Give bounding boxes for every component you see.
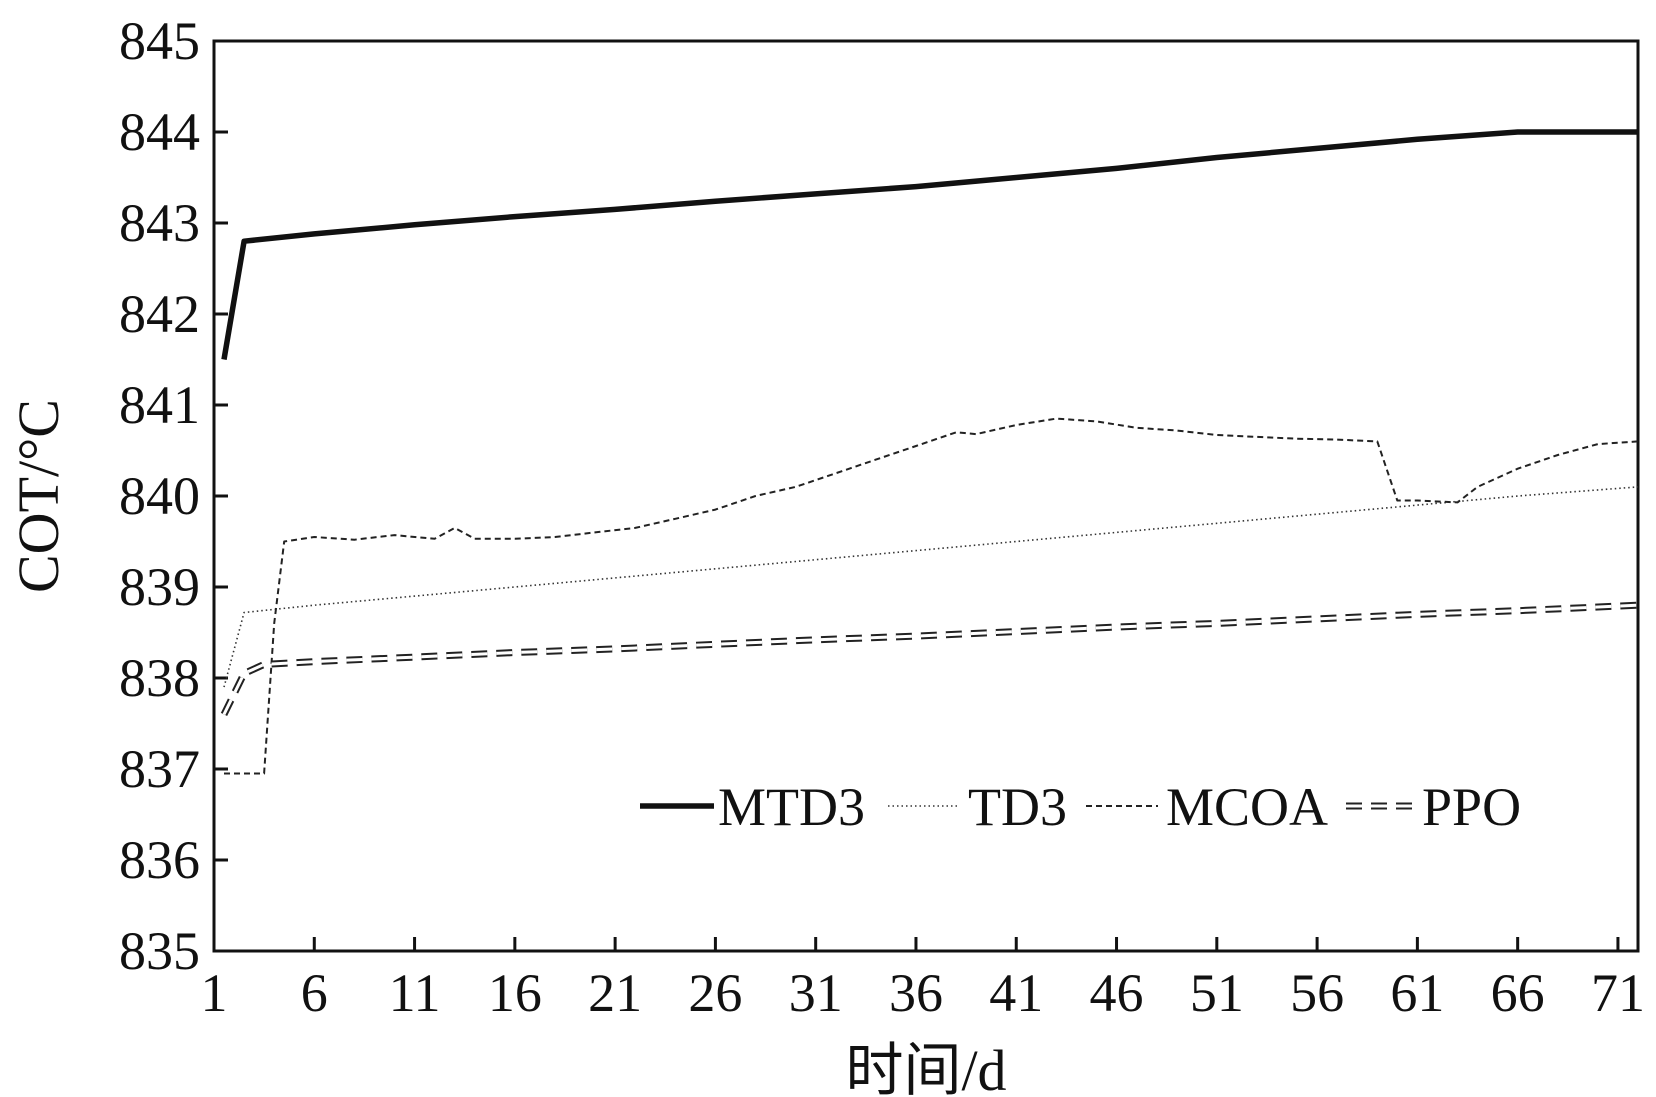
y-tick-label: 842 <box>119 284 200 344</box>
y-tick-label: 843 <box>119 193 200 253</box>
series-line-ppo <box>222 603 1639 716</box>
x-tick-label: 36 <box>889 963 943 1023</box>
series-line-td3 <box>223 486 1639 688</box>
x-tick-label: 21 <box>588 963 642 1023</box>
x-tick-label: 46 <box>1090 963 1144 1023</box>
legend-label-mcoa: MCOA <box>1166 777 1328 837</box>
legend-label-ppo: PPO <box>1422 777 1521 837</box>
series-line-mtd3 <box>221 129 1638 360</box>
x-tick-label: 16 <box>488 963 542 1023</box>
series-layer <box>220 129 1639 775</box>
x-tick-label: 26 <box>688 963 742 1023</box>
x-tick-label: 41 <box>989 963 1043 1023</box>
x-axis-ticks: 1 6 11 16 21 26 31 36 41 46 51 56 61 66 71 <box>201 937 1645 1023</box>
legend-label-td3: TD3 <box>968 777 1067 837</box>
y-tick-label: 840 <box>119 466 200 526</box>
legend-label-mtd3: MTD3 <box>718 777 865 837</box>
y-tick-label: 845 <box>119 11 200 71</box>
legend: MTD3 TD3 MCOA PPO <box>640 777 1521 837</box>
x-tick-label: 1 <box>201 963 228 1023</box>
series-line-mcoa <box>224 417 1639 775</box>
x-tick-label: 71 <box>1591 963 1645 1023</box>
y-tick-label: 841 <box>119 375 200 435</box>
y-tick-label: 838 <box>119 648 200 708</box>
x-tick-label: 11 <box>389 963 441 1023</box>
x-tick-label: 51 <box>1190 963 1244 1023</box>
y-tick-label: 835 <box>119 921 200 981</box>
y-tick-label: 844 <box>119 102 200 162</box>
x-tick-label: 6 <box>301 963 328 1023</box>
x-tick-label: 61 <box>1390 963 1444 1023</box>
x-tick-label: 66 <box>1491 963 1545 1023</box>
y-axis-title: COT/°C <box>6 399 71 593</box>
y-axis-ticks: 835 836 837 838 839 840 841 842 843 844 845 <box>119 11 228 981</box>
x-tick-label: 56 <box>1290 963 1344 1023</box>
y-tick-label: 836 <box>119 830 200 890</box>
series-line-ppo <box>220 601 1639 716</box>
x-tick-label: 31 <box>789 963 843 1023</box>
x-axis-title: 时间/d <box>845 1038 1006 1097</box>
y-tick-label: 839 <box>119 557 200 617</box>
y-tick-label: 837 <box>119 739 200 799</box>
